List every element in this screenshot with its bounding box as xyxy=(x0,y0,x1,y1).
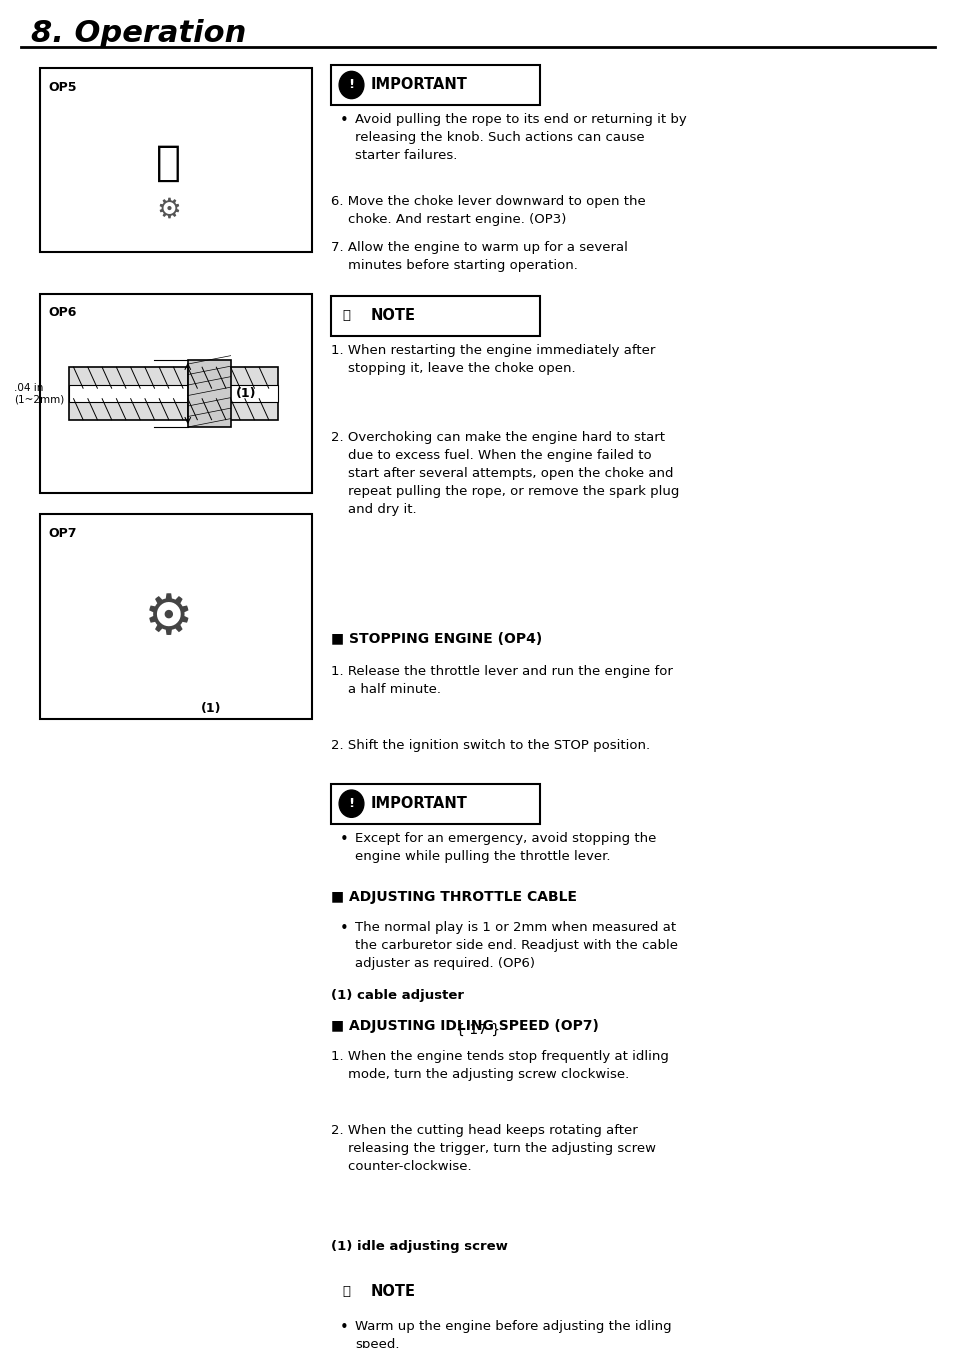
Text: 2. Shift the ignition switch to the STOP position.: 2. Shift the ignition switch to the STOP… xyxy=(331,739,649,752)
Text: OP6: OP6 xyxy=(48,306,76,319)
Bar xyxy=(69,367,278,419)
Text: { 17 }: { 17 } xyxy=(456,1023,499,1038)
Text: ⚙: ⚙ xyxy=(156,195,181,224)
Text: 1. When the engine tends stop frequently at idling
    mode, turn the adjusting : 1. When the engine tends stop frequently… xyxy=(331,1050,668,1081)
Bar xyxy=(40,514,312,718)
Text: 1. Release the throttle lever and run the engine for
    a half minute.: 1. Release the throttle lever and run th… xyxy=(331,665,672,696)
Circle shape xyxy=(338,71,363,98)
Text: 👟: 👟 xyxy=(156,142,181,183)
Text: 7. Allow the engine to warm up for a several
    minutes before starting operati: 7. Allow the engine to warm up for a sev… xyxy=(331,241,627,272)
Text: Except for an emergency, avoid stopping the
engine while pulling the throttle le: Except for an emergency, avoid stopping … xyxy=(355,832,656,863)
Text: OP7: OP7 xyxy=(48,527,76,539)
Circle shape xyxy=(338,790,363,817)
Text: !: ! xyxy=(348,78,355,92)
Bar xyxy=(40,69,312,252)
Text: !: ! xyxy=(348,797,355,810)
FancyBboxPatch shape xyxy=(331,1271,539,1312)
Text: •: • xyxy=(339,1320,349,1335)
Text: (1) cable adjuster: (1) cable adjuster xyxy=(331,989,463,1003)
Text: ⚙: ⚙ xyxy=(144,592,193,646)
Text: IMPORTANT: IMPORTANT xyxy=(370,77,467,93)
Bar xyxy=(40,294,312,493)
Text: OP5: OP5 xyxy=(48,81,76,94)
Text: 📖: 📖 xyxy=(341,309,350,322)
Text: NOTE: NOTE xyxy=(370,1285,416,1299)
Text: 8. Operation: 8. Operation xyxy=(30,19,246,49)
Text: NOTE: NOTE xyxy=(370,309,416,324)
Text: IMPORTANT: IMPORTANT xyxy=(370,797,467,811)
Text: .04 in
(1~2mm): .04 in (1~2mm) xyxy=(13,383,64,404)
Text: •: • xyxy=(339,113,349,128)
FancyBboxPatch shape xyxy=(331,295,539,336)
Text: (1): (1) xyxy=(201,702,222,714)
FancyBboxPatch shape xyxy=(331,783,539,824)
Text: 2. Overchoking can make the engine hard to start
    due to excess fuel. When th: 2. Overchoking can make the engine hard … xyxy=(331,431,679,516)
Text: 2. When the cutting head keeps rotating after
    releasing the trigger, turn th: 2. When the cutting head keeps rotating … xyxy=(331,1124,655,1173)
Text: •: • xyxy=(339,832,349,847)
Text: 📖: 📖 xyxy=(341,1285,350,1298)
Text: Warm up the engine before adjusting the idling
speed.: Warm up the engine before adjusting the … xyxy=(355,1320,671,1348)
Text: ■ STOPPING ENGINE (OP4): ■ STOPPING ENGINE (OP4) xyxy=(331,632,541,646)
Text: (1) idle adjusting screw: (1) idle adjusting screw xyxy=(331,1240,507,1254)
Bar xyxy=(188,360,231,427)
Text: •: • xyxy=(339,921,349,937)
Text: The normal play is 1 or 2mm when measured at
the carburetor side end. Readjust w: The normal play is 1 or 2mm when measure… xyxy=(355,921,678,971)
Text: (1): (1) xyxy=(235,387,255,400)
Text: ■ ADJUSTING THROTTLE CABLE: ■ ADJUSTING THROTTLE CABLE xyxy=(331,890,576,903)
FancyBboxPatch shape xyxy=(331,65,539,105)
Text: 6. Move the choke lever downward to open the
    choke. And restart engine. (OP3: 6. Move the choke lever downward to open… xyxy=(331,195,644,226)
Text: 1. When restarting the engine immediately after
    stopping it, leave the choke: 1. When restarting the engine immediatel… xyxy=(331,344,655,375)
Bar xyxy=(69,386,278,402)
Text: ■ ADJUSTING IDLING SPEED (OP7): ■ ADJUSTING IDLING SPEED (OP7) xyxy=(331,1019,598,1033)
Text: Avoid pulling the rope to its end or returning it by
releasing the knob. Such ac: Avoid pulling the rope to its end or ret… xyxy=(355,113,686,162)
